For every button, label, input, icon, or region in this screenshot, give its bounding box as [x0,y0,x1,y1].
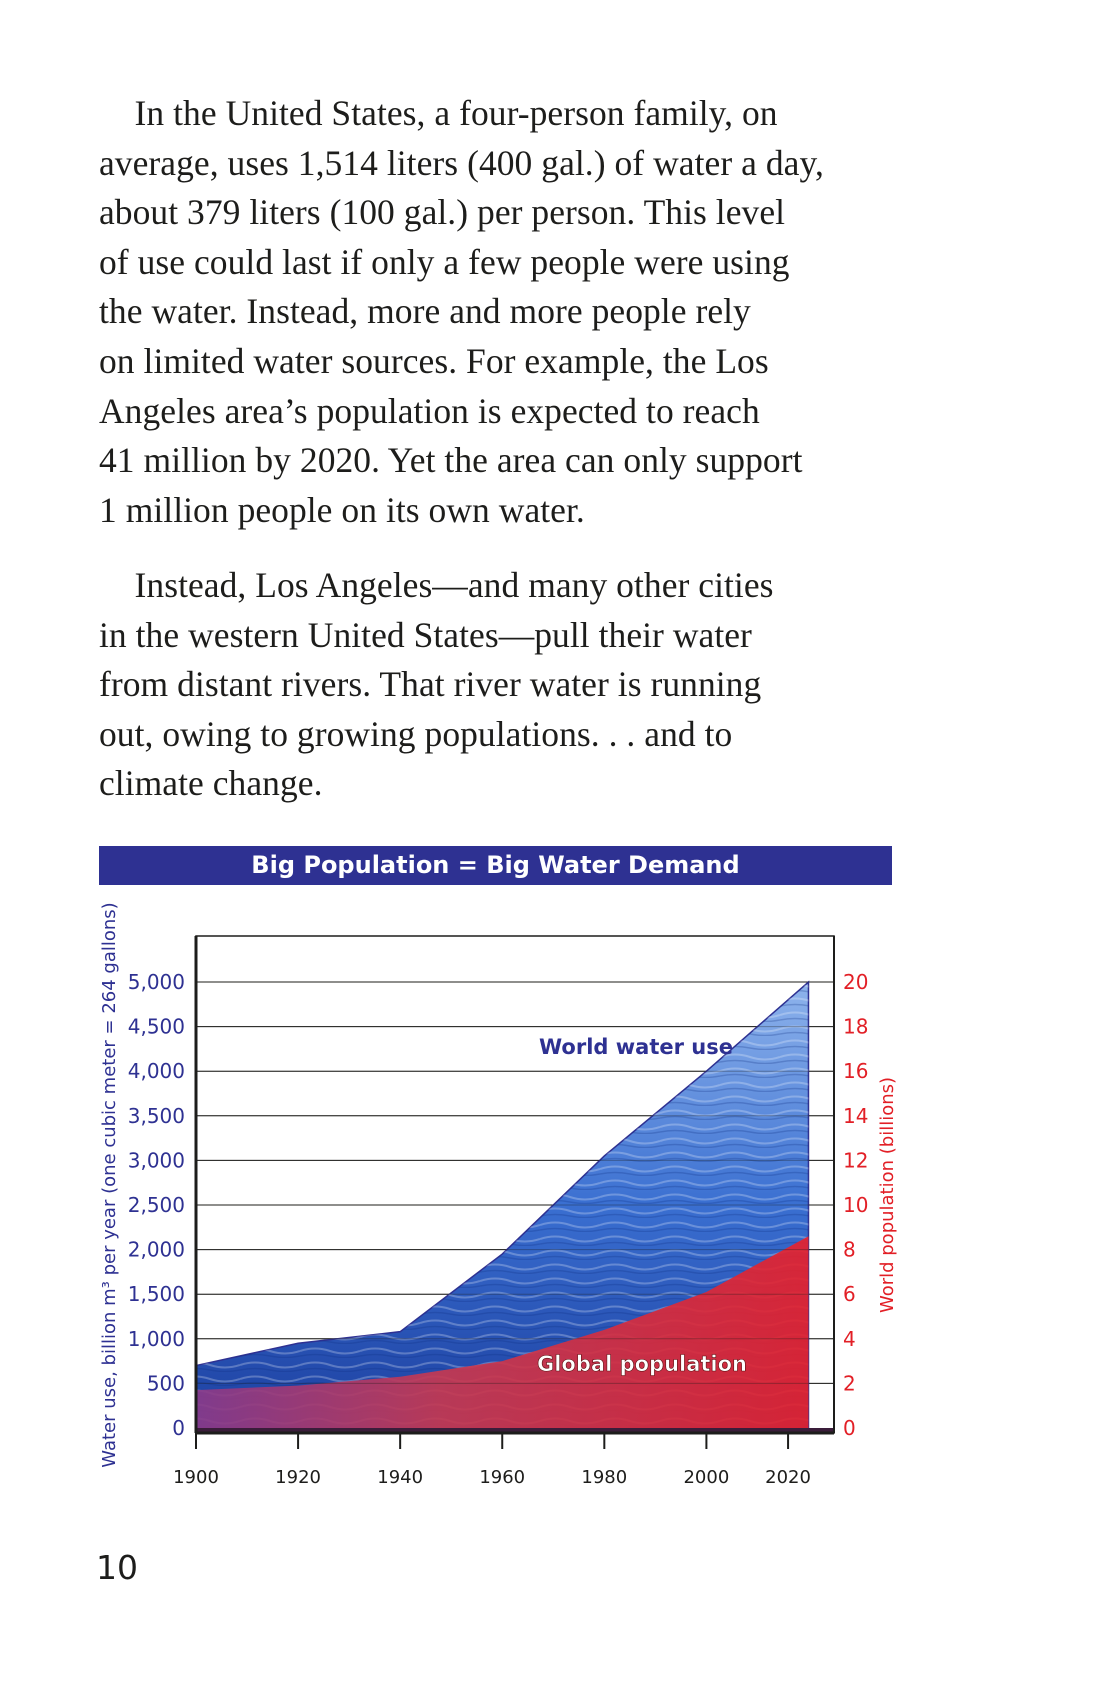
left-axis-title: Water use, billion m³ per year (one cubi… [99,902,120,1467]
right-tick-label: 20 [843,970,868,994]
page-number: 10 [96,1548,138,1587]
left-tick-label: 3,000 [128,1148,185,1172]
x-tick-label: 1900 [173,1467,219,1488]
left-tick-label: 0 [172,1416,185,1440]
body-paragraph-2: Instead, Los Angeles—and many other citi… [99,565,774,804]
right-tick-label: 4 [843,1327,856,1351]
right-tick-label: 6 [843,1282,856,1306]
right-tick-label: 18 [843,1015,868,1039]
left-tick-label: 4,000 [128,1059,185,1083]
series-label-population: Global population [537,1352,747,1376]
chart-title: Big Population = Big Water Demand [99,846,892,885]
right-tick-label: 12 [843,1148,868,1172]
left-tick-label: 2,500 [128,1193,185,1217]
x-tick-label: 1920 [275,1467,321,1488]
left-tick-label: 1,000 [128,1327,185,1351]
x-tick-label: 1980 [581,1467,627,1488]
series-label-water-use: World water use [539,1035,733,1059]
right-tick-label: 14 [843,1104,868,1128]
left-tick-label: 500 [147,1371,185,1395]
right-axis-title: World population (billions) [877,1077,898,1313]
left-tick-label: 5,000 [128,970,185,994]
baseline-band [196,1428,834,1433]
x-tick-label: 2000 [683,1467,729,1488]
left-tick-label: 1,500 [128,1282,185,1306]
chart-axes: 0 500 1,000 1,500 2,000 2,500 3,000 3,500 4,000 4… [99,902,898,1488]
water-population-chart: 0 500 1,000 1,500 2,000 2,500 3,000 3,500 4,000 4… [99,902,898,1488]
right-tick-label: 8 [843,1238,856,1262]
population-area [196,1236,809,1428]
right-tick-label: 16 [843,1059,868,1083]
body-paragraph-1: In the United States, a four-person fami… [99,93,824,530]
chart-areas [195,980,834,1433]
left-tick-label: 4,500 [128,1015,185,1039]
right-tick-label: 0 [843,1416,856,1440]
right-tick-label: 2 [843,1371,856,1395]
right-tick-label: 10 [843,1193,868,1217]
x-tick-label: 1960 [479,1467,525,1488]
chart-labels: World water use Global population [537,1035,748,1376]
left-tick-label: 3,500 [128,1104,185,1128]
left-tick-label: 2,000 [128,1238,185,1262]
x-tick-label: 2020 [765,1467,811,1488]
x-tick-label: 1940 [377,1467,423,1488]
